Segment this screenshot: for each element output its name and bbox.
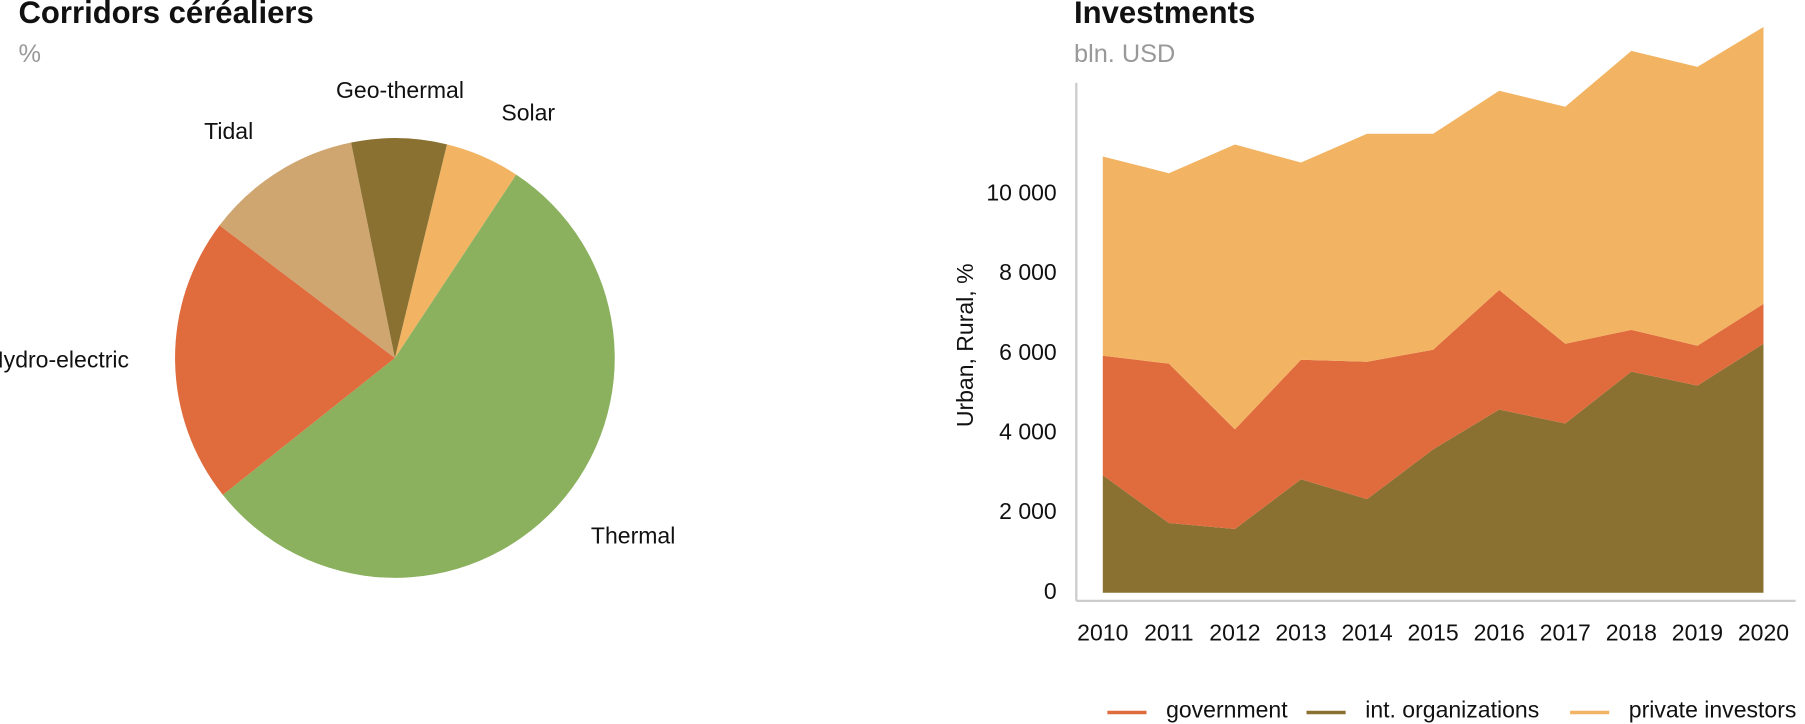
pie-slice: [222, 174, 615, 578]
y-tick-label: 8 000: [999, 259, 1057, 285]
y-tick-label: 0: [1044, 578, 1057, 604]
area: [1102, 343, 1764, 593]
pie-label: Solar: [501, 99, 555, 125]
x-tick-label: 2015: [1408, 619, 1459, 645]
y-axis-label: Urban, Rural, %: [952, 263, 978, 427]
legend-label: int. organizations: [1365, 696, 1539, 722]
pie-title: Corridors céréaliers: [19, 0, 314, 30]
x-tick-label: 2012: [1209, 619, 1260, 645]
y-tick-label: 6 000: [999, 339, 1057, 365]
x-tick-label: 2011: [1144, 619, 1194, 645]
pie-slice: [394, 144, 517, 358]
pie-slice: [351, 138, 447, 358]
pie-label: Geo-thermal: [336, 77, 464, 103]
area: [1102, 289, 1764, 530]
pie-subtitle: %: [19, 40, 42, 68]
x-tick-label: 2014: [1341, 619, 1392, 645]
x-tick-label: 2016: [1474, 619, 1525, 645]
area-subtitle: bln. USD: [1074, 40, 1175, 68]
area: [1102, 27, 1764, 430]
x-tick-label: 2013: [1275, 619, 1326, 645]
pie-slice: [175, 225, 395, 495]
pie-slice: [219, 142, 395, 358]
x-tick-label: 2019: [1672, 619, 1723, 645]
legend-label: private investors: [1629, 696, 1797, 722]
legend-label: government: [1166, 696, 1288, 722]
y-tick-label: 2 000: [999, 498, 1057, 524]
y-tick-label: 4 000: [999, 418, 1057, 444]
x-tick-label: 2010: [1077, 619, 1128, 645]
pie-label: Thermal: [591, 523, 675, 549]
x-tick-label: 2020: [1738, 619, 1789, 645]
area-title: Investments: [1074, 0, 1255, 30]
x-tick-label: 2017: [1540, 619, 1591, 645]
x-tick-label: 2018: [1606, 619, 1657, 645]
pie-label: Hydro-electric: [0, 346, 129, 372]
y-tick-label: 10 000: [986, 179, 1056, 205]
pie-label: Tidal: [204, 118, 253, 144]
